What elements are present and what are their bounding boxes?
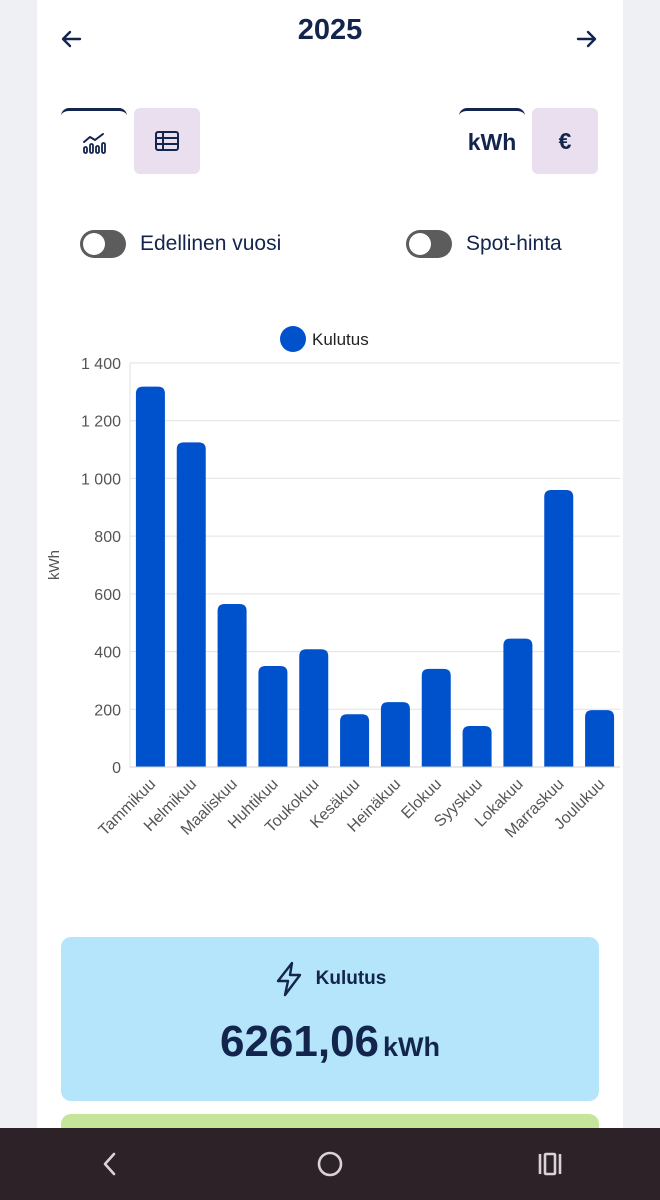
recents-icon	[538, 1152, 562, 1176]
bar-heinäkuu	[380, 702, 410, 767]
back-chevron-icon	[103, 1152, 116, 1176]
unit-kwh-button[interactable]: kWh	[459, 108, 525, 174]
y-tick-label: 400	[94, 645, 121, 662]
next-year-button[interactable]	[569, 22, 603, 56]
year-header: 2025	[37, 0, 623, 75]
y-tick-label: 800	[94, 529, 121, 546]
bar-kesäkuu	[340, 714, 370, 767]
legend-label: Kulutus	[312, 330, 369, 349]
y-tick-label: 600	[94, 587, 121, 604]
summary-value: 6261,06	[219, 1017, 380, 1066]
table-icon	[155, 131, 179, 151]
y-tick-label: 1 000	[81, 471, 121, 488]
bar-tammikuu	[135, 386, 165, 767]
y-axis-label: kWh	[46, 550, 63, 580]
previous-year-button[interactable]	[55, 22, 89, 56]
y-tick-label: 1 200	[81, 414, 121, 431]
spot-price-toggle[interactable]: Spot-hinta	[406, 224, 562, 264]
lightning-icon	[276, 961, 301, 997]
table-view-button[interactable]	[134, 108, 200, 174]
unit-kwh-label: kWh	[467, 129, 517, 155]
system-back-button[interactable]	[70, 1134, 150, 1194]
previous-year-label: Edellinen vuosi	[140, 232, 282, 255]
system-navigation-bar	[0, 1128, 660, 1200]
bar-elokuu	[421, 668, 451, 767]
system-home-button[interactable]	[290, 1134, 370, 1194]
bar-toukokuu	[299, 649, 329, 767]
spot-price-label: Spot-hinta	[466, 232, 562, 255]
bar-syyskuu	[462, 726, 492, 767]
bar-joulukuu	[585, 710, 615, 767]
arrow-right-icon	[576, 30, 597, 48]
spot-price-switch[interactable]	[406, 230, 452, 258]
previous-year-switch[interactable]	[80, 230, 126, 258]
legend-marker	[280, 326, 306, 352]
chart-view-button[interactable]	[61, 108, 127, 174]
y-tick-label: 200	[94, 702, 121, 719]
home-circle-icon	[317, 1151, 343, 1177]
previous-year-toggle[interactable]: Edellinen vuosi	[80, 224, 281, 264]
unit-eur-button[interactable]: €	[532, 108, 598, 174]
consumption-summary: Kulutus 6261,06 kWh	[61, 937, 599, 1101]
year-title: 2025	[297, 14, 363, 46]
next-summary-card	[61, 1114, 599, 1128]
y-tick-label: 0	[112, 760, 121, 777]
consumption-card: 2025 kWh € Edellinen vuos	[37, 0, 623, 1128]
summary-unit: kWh	[383, 1032, 441, 1062]
system-recents-button[interactable]	[510, 1134, 590, 1194]
bar-maaliskuu	[217, 603, 247, 767]
summary-title: Kulutus	[315, 968, 387, 989]
bar-lokakuu	[503, 638, 533, 767]
unit-eur-label: €	[558, 127, 572, 154]
bar-helmikuu	[176, 442, 206, 767]
arrow-left-icon	[61, 30, 82, 48]
bar-marraskuu	[544, 489, 574, 767]
bar-huhtikuu	[258, 666, 288, 767]
chart-icon	[83, 132, 106, 154]
y-tick-label: 1 400	[81, 356, 121, 373]
